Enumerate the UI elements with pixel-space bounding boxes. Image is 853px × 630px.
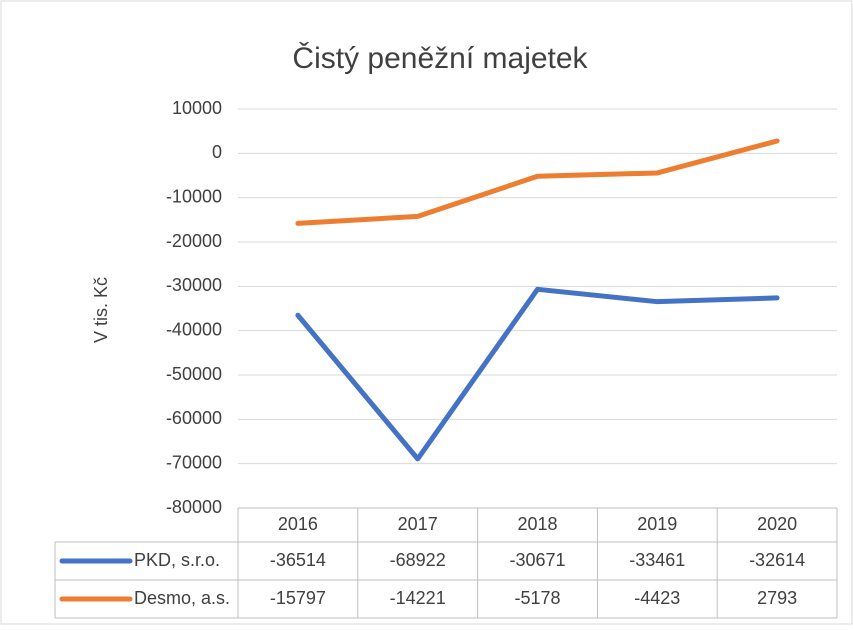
y-tick-label: 0 [212,142,222,162]
x-tick-label: 2019 [637,514,677,534]
table-cell: 2793 [757,588,797,608]
legend-label: Desmo, a.s. [134,588,230,608]
table-cell: -32614 [749,550,805,570]
y-axis-label: V tis. Kč [91,277,111,343]
table-cell: -33461 [629,550,685,570]
y-tick-label: -40000 [166,319,222,339]
x-tick-label: 2020 [757,514,797,534]
y-tick-label: -60000 [166,408,222,428]
table-cell: -36514 [270,550,326,570]
y-tick-label: -50000 [166,364,222,384]
table-cell: -30671 [509,550,565,570]
series-line [295,138,780,226]
x-tick-label: 2017 [398,514,438,534]
table-cell: -68922 [390,550,446,570]
x-tick-label: 2018 [517,514,557,534]
y-tick-label: -10000 [166,186,222,206]
table-cell: -14221 [390,588,446,608]
chart-title: Čistý peněžní majetek [292,41,588,75]
y-tick-label: -20000 [166,231,222,251]
table-cell: -15797 [270,588,326,608]
x-tick-label: 2016 [278,514,318,534]
y-tick-label: -30000 [166,275,222,295]
y-tick-label: -70000 [166,452,222,472]
y-tick-label: -80000 [166,497,222,517]
table-cell: -5178 [514,588,560,608]
y-tick-label: 10000 [172,98,222,118]
series-line [295,286,780,462]
legend-label: PKD, s.r.o. [134,550,220,570]
table-cell: -4423 [634,588,680,608]
